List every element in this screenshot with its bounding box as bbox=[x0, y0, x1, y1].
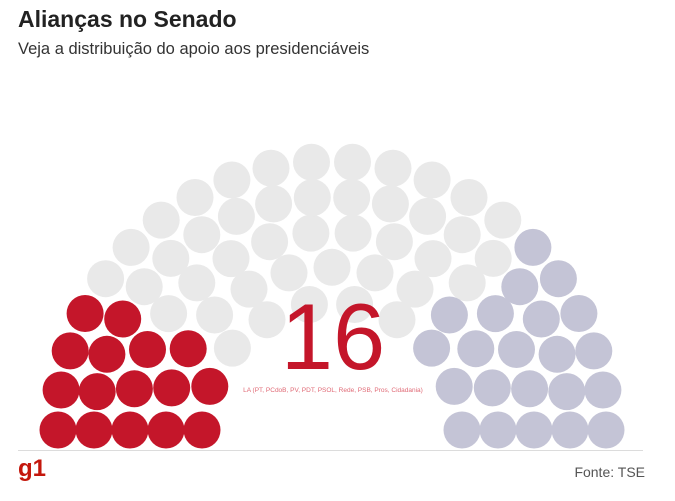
seat-dot bbox=[375, 223, 413, 261]
seat-dot bbox=[413, 329, 451, 367]
seat-dot bbox=[230, 270, 268, 308]
seat-dot bbox=[443, 411, 481, 449]
seat-dot bbox=[191, 367, 229, 405]
seat-dot bbox=[213, 329, 251, 367]
seat-dot bbox=[413, 161, 451, 199]
seat-dot bbox=[435, 367, 473, 405]
highlight-party-list: LA (PT, PCdoB, PV, PDT, PSOL, Rede, PSB,… bbox=[243, 387, 423, 394]
seat-dot bbox=[293, 143, 330, 181]
seat-dot bbox=[293, 179, 331, 217]
seat-dot bbox=[409, 197, 447, 235]
seat-dot bbox=[333, 179, 371, 217]
seat-dot bbox=[484, 201, 522, 239]
seat-dot bbox=[66, 295, 104, 332]
seat-dot bbox=[443, 216, 481, 254]
seat-dot bbox=[501, 268, 539, 306]
seat-dot bbox=[88, 335, 126, 373]
seat-dot bbox=[292, 214, 330, 252]
seat-dot bbox=[125, 268, 163, 306]
seat-dot bbox=[511, 370, 549, 408]
seat-dot bbox=[479, 411, 517, 449]
seat-dot bbox=[430, 296, 468, 334]
seat-dot bbox=[334, 143, 371, 181]
seat-dot bbox=[473, 369, 511, 407]
seat-dot bbox=[522, 300, 560, 338]
seat-dot bbox=[336, 286, 374, 323]
seat-dot bbox=[270, 254, 308, 292]
seat-dot bbox=[51, 332, 89, 370]
seat-dot bbox=[374, 149, 412, 187]
seat-dot bbox=[169, 330, 207, 368]
seat-dot bbox=[183, 411, 221, 449]
seat-dot bbox=[255, 185, 293, 223]
seat-dot bbox=[290, 286, 328, 323]
source-note: Fonte: TSE bbox=[574, 464, 645, 480]
seat-dot bbox=[538, 335, 576, 373]
seat-dot bbox=[356, 254, 394, 292]
page-subtitle: Veja a distribuição do apoio aos preside… bbox=[18, 40, 370, 58]
seat-dot bbox=[178, 264, 216, 302]
seat-dot bbox=[104, 300, 142, 338]
seat-dot bbox=[183, 216, 221, 254]
seat-dot bbox=[87, 260, 125, 298]
seat-dot bbox=[514, 228, 552, 266]
seat-dot bbox=[378, 301, 416, 339]
page-title: Alianças no Senado bbox=[18, 6, 237, 32]
seat-dot bbox=[474, 239, 512, 277]
seat-dot bbox=[111, 411, 149, 449]
seat-dot bbox=[251, 223, 289, 261]
seat-dot bbox=[150, 295, 188, 333]
seat-dot bbox=[42, 371, 80, 409]
seat-dot bbox=[147, 411, 185, 449]
seat-dot bbox=[498, 331, 535, 368]
seat-dot bbox=[575, 332, 613, 370]
seat-dot bbox=[213, 161, 251, 199]
seat-dot bbox=[39, 411, 77, 449]
seat-dot bbox=[548, 373, 586, 411]
seat-dot bbox=[252, 149, 290, 187]
seat-dot bbox=[448, 264, 486, 302]
seat-dot bbox=[212, 240, 250, 278]
seat-dot bbox=[176, 179, 214, 216]
footer-divider bbox=[18, 450, 643, 451]
seat-dot bbox=[539, 260, 577, 298]
seat-dot bbox=[371, 185, 409, 223]
g1-logo: g1 bbox=[18, 455, 47, 482]
seat-dot bbox=[587, 411, 625, 449]
seat-dot bbox=[248, 301, 286, 339]
seat-dot bbox=[153, 369, 191, 407]
seat-dot bbox=[196, 296, 234, 334]
seat-dot bbox=[152, 239, 190, 277]
seat-dot bbox=[129, 331, 166, 368]
seat-dot bbox=[75, 411, 113, 449]
seat-dot bbox=[515, 411, 553, 449]
seat-dot bbox=[78, 373, 116, 411]
seat-dot bbox=[334, 214, 372, 252]
seat-dot bbox=[396, 270, 434, 308]
parliament-chart bbox=[39, 143, 625, 449]
seat-dot bbox=[476, 295, 514, 333]
seat-dot bbox=[115, 370, 153, 408]
seat-dot bbox=[414, 240, 452, 278]
seat-dot bbox=[313, 248, 351, 286]
seat-dot bbox=[551, 411, 589, 449]
seat-dot bbox=[142, 201, 180, 239]
seat-dot bbox=[112, 228, 150, 266]
seat-dot bbox=[457, 330, 495, 368]
highlight-seat-count: 16 bbox=[280, 284, 386, 389]
seat-dot bbox=[584, 371, 622, 409]
seat-dot bbox=[560, 295, 598, 332]
seat-dot bbox=[450, 179, 488, 216]
seat-dot bbox=[217, 197, 255, 235]
